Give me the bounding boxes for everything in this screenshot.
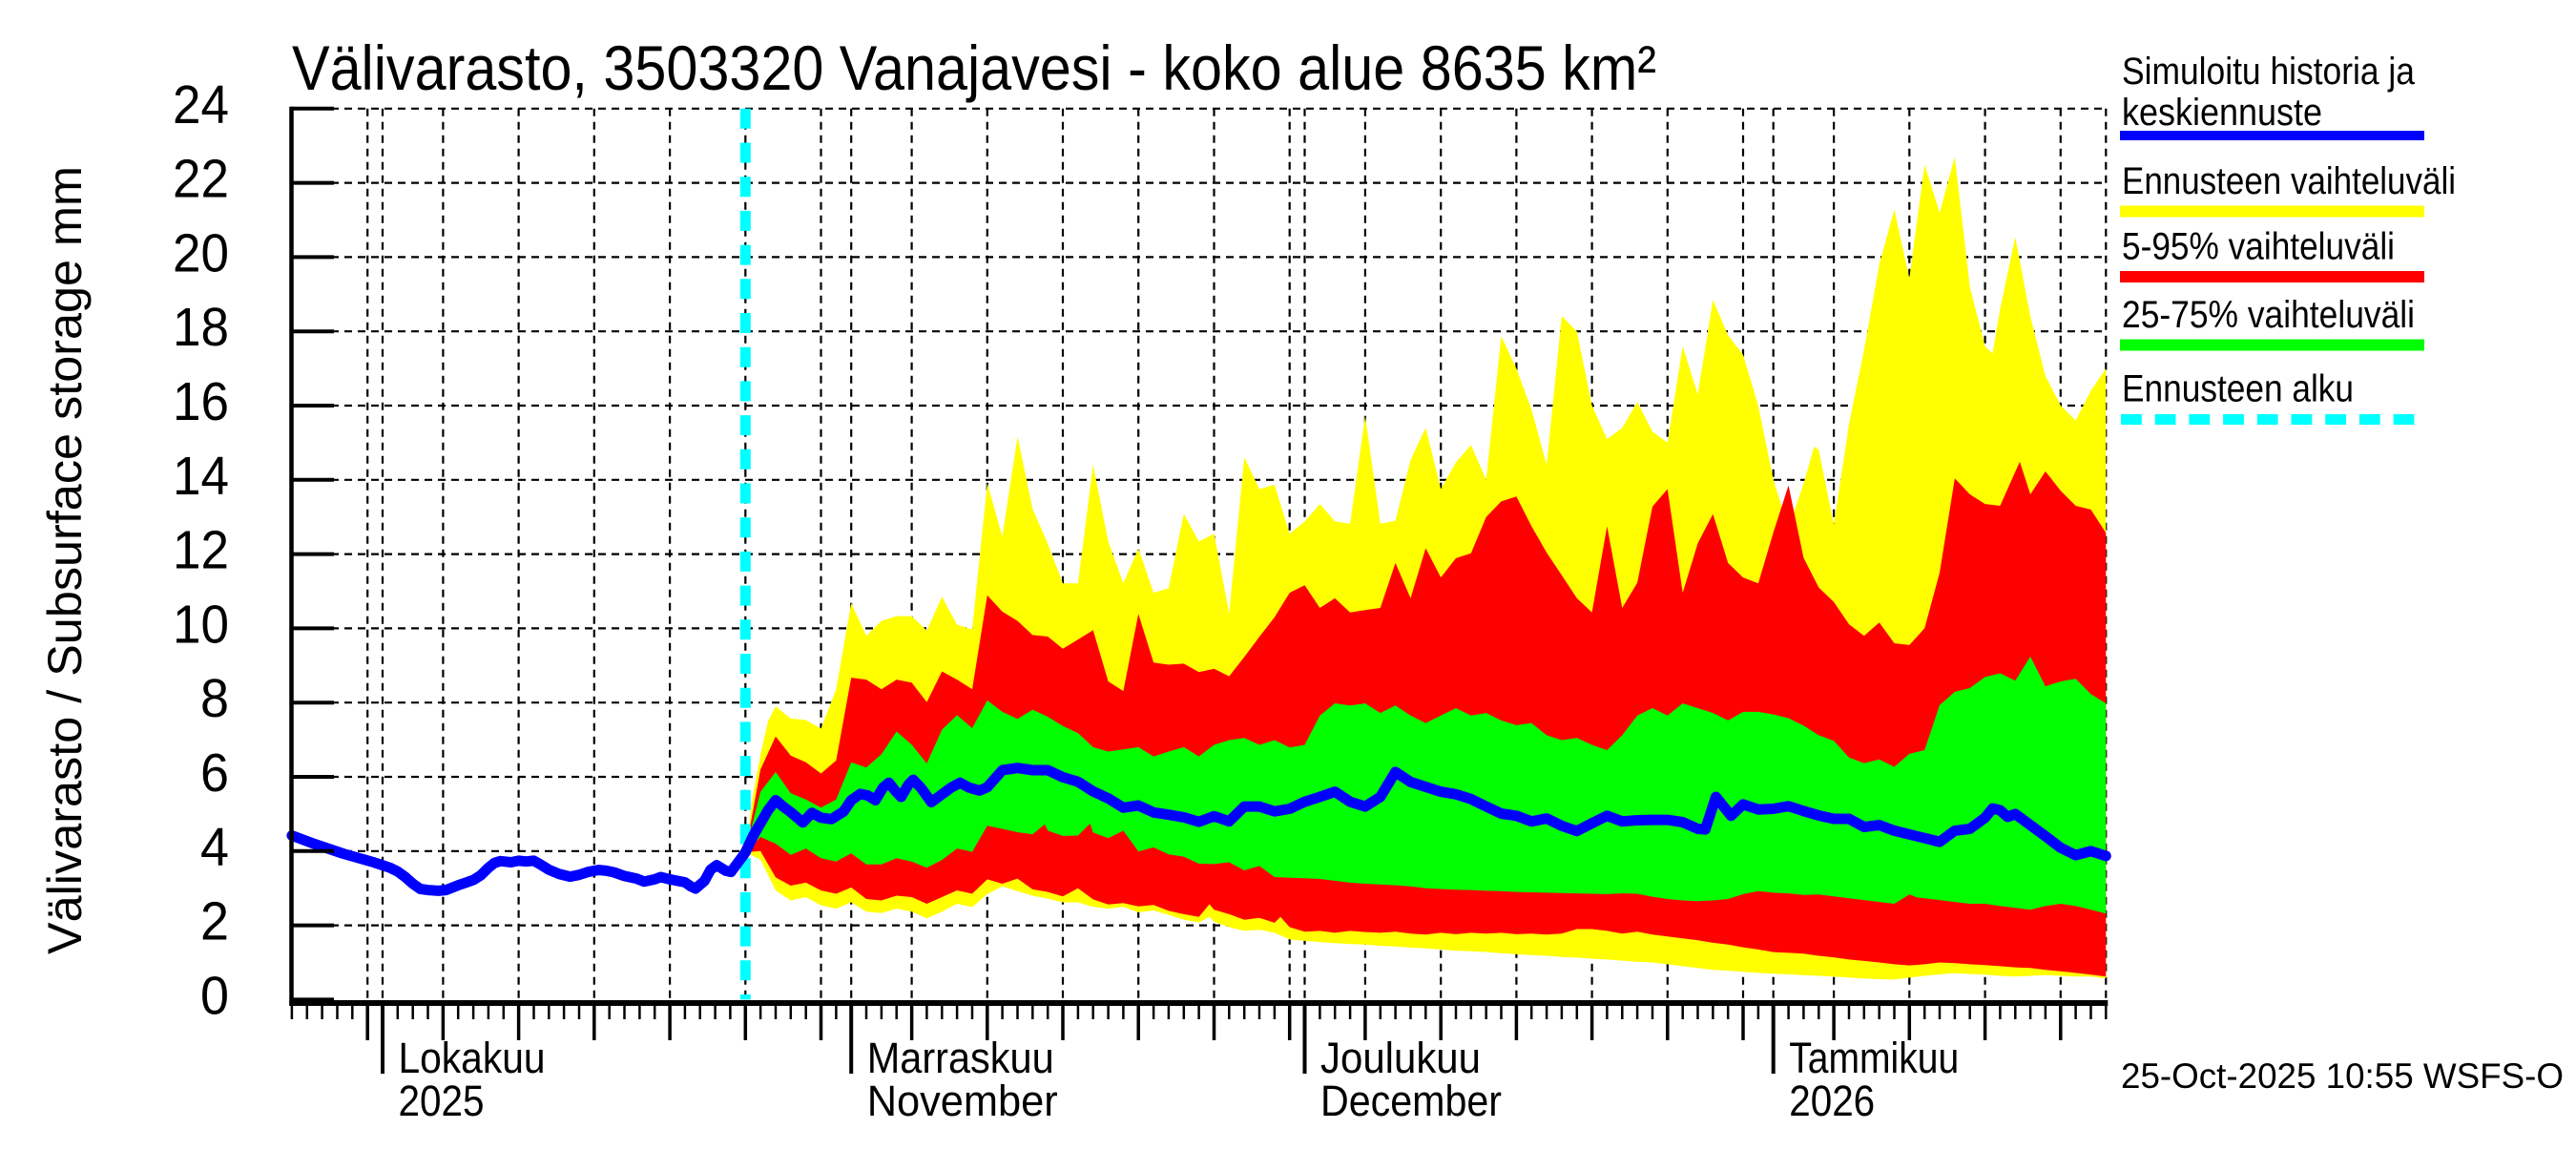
svg-text:Joulukuu: Joulukuu [1320, 1034, 1481, 1082]
svg-text:Välivarasto, 3503320 Vanajaves: Välivarasto, 3503320 Vanajavesi - koko a… [292, 32, 1656, 103]
svg-text:25-75% vaihteluväli: 25-75% vaihteluväli [2122, 294, 2415, 336]
svg-text:24: 24 [173, 74, 229, 136]
svg-text:Ennusteen vaihteluväli: Ennusteen vaihteluväli [2122, 160, 2456, 202]
svg-text:Simuloitu historia ja: Simuloitu historia ja [2122, 51, 2416, 93]
svg-text:Lokakuu: Lokakuu [399, 1034, 546, 1082]
svg-text:Tammikuu: Tammikuu [1789, 1034, 1959, 1082]
svg-text:2025: 2025 [399, 1077, 485, 1125]
svg-text:Ennusteen alku: Ennusteen alku [2122, 368, 2354, 410]
svg-text:8: 8 [200, 668, 229, 729]
svg-text:Marraskuu: Marraskuu [867, 1034, 1054, 1082]
svg-text:20: 20 [173, 222, 229, 283]
svg-text:22: 22 [173, 149, 229, 210]
svg-text:2: 2 [200, 891, 229, 952]
svg-text:25-Oct-2025 10:55 WSFS-O: 25-Oct-2025 10:55 WSFS-O [2121, 1056, 2564, 1096]
svg-text:keskiennuste: keskiennuste [2122, 92, 2322, 134]
svg-text:November: November [867, 1077, 1058, 1125]
svg-text:0: 0 [200, 965, 229, 1026]
svg-text:2026: 2026 [1789, 1077, 1875, 1125]
svg-text:12: 12 [173, 520, 229, 581]
svg-text:18: 18 [173, 297, 229, 358]
svg-text:5-95% vaihteluväli: 5-95% vaihteluväli [2122, 226, 2395, 268]
svg-text:Välivarasto / Subsurface stora: Välivarasto / Subsurface storage mm [38, 166, 92, 954]
svg-text:14: 14 [173, 446, 229, 507]
svg-text:10: 10 [173, 594, 229, 655]
svg-text:December: December [1320, 1077, 1502, 1125]
svg-text:6: 6 [200, 742, 229, 804]
svg-text:4: 4 [200, 817, 229, 878]
svg-text:16: 16 [173, 371, 229, 432]
